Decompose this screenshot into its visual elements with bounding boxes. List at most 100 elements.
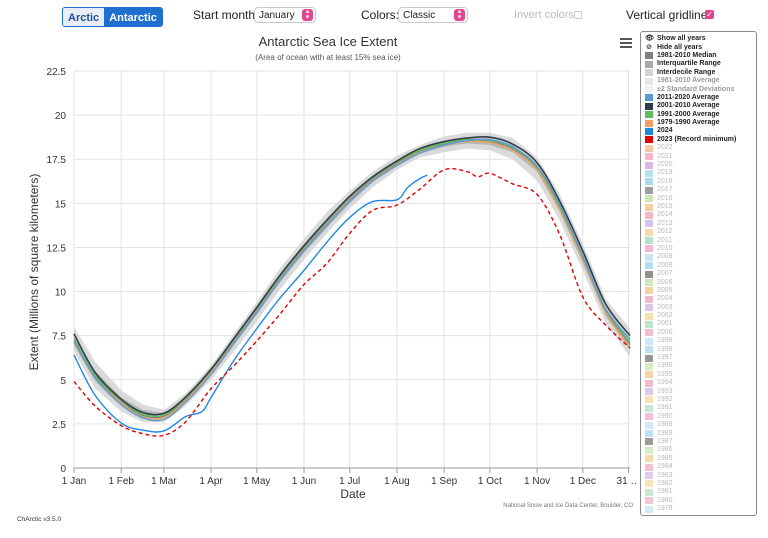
legend-item[interactable]: 1980 bbox=[645, 496, 752, 505]
colors-select[interactable]: Classic ▴ ▾ bbox=[398, 7, 468, 23]
legend-item[interactable]: 2012 bbox=[645, 228, 752, 236]
legend-item[interactable]: 1990 bbox=[645, 413, 752, 421]
legend-item-label: 1991-2000 Average bbox=[657, 110, 720, 118]
colors-value: Classic bbox=[403, 10, 436, 21]
legend-item[interactable]: 2018 bbox=[645, 178, 752, 186]
legend-item[interactable]: 1987 bbox=[645, 438, 752, 446]
legend-item[interactable]: 2007 bbox=[645, 270, 752, 278]
legend-item[interactable]: 1983 bbox=[645, 471, 752, 479]
legend-item[interactable]: 1979-1990 Average bbox=[645, 119, 752, 127]
start-month-select[interactable]: January ▴ ▾ bbox=[254, 7, 316, 23]
legend-item[interactable]: 1996 bbox=[645, 362, 752, 370]
legend-item[interactable]: 2014 bbox=[645, 211, 752, 219]
legend-item[interactable]: 1992 bbox=[645, 396, 752, 404]
legend-item-label: 2009 bbox=[657, 253, 673, 261]
y-tick-label: 17.5 bbox=[47, 155, 67, 166]
hamburger-menu-icon[interactable] bbox=[620, 38, 632, 48]
legend-swatch bbox=[645, 203, 653, 211]
x-tick-label: 1 Jul bbox=[339, 476, 360, 487]
legend-item[interactable]: 1979 bbox=[645, 505, 752, 513]
legend-item[interactable]: 2017 bbox=[645, 186, 752, 194]
antarctic-button[interactable]: Antarctic bbox=[104, 8, 162, 26]
legend-item[interactable]: 1981 bbox=[645, 488, 752, 496]
legend-item[interactable]: 1984 bbox=[645, 463, 752, 471]
legend-item[interactable]: 1995 bbox=[645, 371, 752, 379]
legend-item-label: 1981-2010 Average bbox=[657, 77, 720, 85]
legend-item[interactable]: 2021 bbox=[645, 152, 752, 161]
legend-item[interactable]: Interquartile Range bbox=[645, 60, 752, 68]
legend-item-label: 2004 bbox=[657, 295, 673, 303]
hide-all-years-button[interactable]: ⊘ Hide all years bbox=[645, 43, 752, 51]
legend-item-label: 2002 bbox=[657, 312, 673, 320]
legend-item[interactable]: 2010 bbox=[645, 245, 752, 253]
legend-swatch bbox=[645, 295, 653, 303]
legend-item[interactable]: 1989 bbox=[645, 421, 752, 429]
legend-item-label: 2010 bbox=[657, 244, 673, 252]
legend-swatch bbox=[645, 396, 653, 404]
start-month-value: January bbox=[259, 10, 295, 21]
legend-item[interactable]: 2024 bbox=[645, 127, 752, 135]
legend-swatch bbox=[645, 329, 653, 337]
legend-item[interactable]: 1981-2010 Average bbox=[645, 77, 752, 85]
legend-item[interactable]: 1998 bbox=[645, 345, 752, 354]
legend-item-label: 2013 bbox=[657, 219, 673, 227]
legend-item-label: 2021 bbox=[657, 152, 673, 160]
legend-swatch bbox=[645, 69, 653, 77]
legend-item[interactable]: 1999 bbox=[645, 337, 752, 345]
legend-item[interactable]: 1985 bbox=[645, 455, 752, 463]
legend-item[interactable]: 2022 bbox=[645, 144, 752, 152]
y-tick-label: 2.5 bbox=[52, 420, 66, 431]
vertical-gridlines-checkbox[interactable]: ✓ bbox=[705, 10, 714, 19]
legend-item[interactable]: 1993 bbox=[645, 387, 752, 396]
legend-item[interactable]: 2001-2010 Average bbox=[645, 102, 752, 110]
legend-item-label: 2017 bbox=[657, 186, 673, 194]
vertical-gridlines-label: Vertical gridlines bbox=[626, 8, 714, 22]
legend-item[interactable]: 1994 bbox=[645, 379, 752, 387]
legend-item[interactable]: 2011-2020 Average bbox=[645, 94, 752, 102]
legend-item[interactable]: 2003 bbox=[645, 304, 752, 312]
arctic-button[interactable]: Arctic bbox=[63, 8, 105, 26]
legend-swatch bbox=[645, 413, 653, 421]
legend-item[interactable]: 2008 bbox=[645, 262, 752, 270]
legend-item[interactable]: Interdecile Range bbox=[645, 69, 752, 77]
legend-item[interactable]: 2005 bbox=[645, 287, 752, 295]
legend-item-label: Interdecile Range bbox=[657, 68, 716, 76]
legend-item-label: 2018 bbox=[657, 177, 673, 185]
legend-item[interactable]: 2023 (Record minimum) bbox=[645, 136, 752, 144]
x-tick-label: 1 Sep bbox=[431, 476, 458, 487]
legend-swatch bbox=[645, 337, 653, 345]
legend-item[interactable]: 2004 bbox=[645, 295, 752, 303]
legend-swatch bbox=[645, 144, 653, 152]
show-all-years-button[interactable]: 👁 Show all years bbox=[645, 35, 752, 43]
legend-item[interactable]: 2011 bbox=[645, 236, 752, 245]
legend-item[interactable]: 1991-2000 Average bbox=[645, 111, 752, 119]
legend-item-label: 2011 bbox=[657, 236, 673, 244]
invert-colors-checkbox[interactable] bbox=[574, 11, 582, 19]
legend-item[interactable]: 2019 bbox=[645, 169, 752, 177]
legend-item[interactable]: 2006 bbox=[645, 278, 752, 287]
legend-item[interactable]: 2020 bbox=[645, 161, 752, 169]
legend-swatch bbox=[645, 388, 653, 396]
legend-item[interactable]: 2000 bbox=[645, 329, 752, 337]
legend-item[interactable]: 2001 bbox=[645, 320, 752, 328]
legend-item[interactable]: ±2 Standard Deviations bbox=[645, 85, 752, 94]
legend-item-label: 1991 bbox=[657, 404, 673, 412]
show-all-label: Show all years bbox=[657, 35, 706, 43]
x-tick-label: 1 Dec bbox=[570, 476, 596, 487]
legend-item[interactable]: 2013 bbox=[645, 220, 752, 228]
legend-swatch bbox=[645, 472, 653, 479]
legend-item[interactable]: 1981-2010 Median bbox=[645, 52, 752, 60]
legend-item-label: 2022 bbox=[657, 144, 673, 152]
legend-item[interactable]: 1988 bbox=[645, 429, 752, 438]
legend-item[interactable]: 1986 bbox=[645, 446, 752, 454]
legend-item[interactable]: 2002 bbox=[645, 312, 752, 320]
legend-item[interactable]: 1982 bbox=[645, 480, 752, 488]
legend-item-label: Interquartile Range bbox=[657, 60, 721, 68]
legend-swatch bbox=[645, 220, 653, 228]
legend-panel: 👁 Show all years ⊘ Hide all years 1981-2… bbox=[640, 31, 757, 516]
legend-item[interactable]: 1997 bbox=[645, 354, 752, 362]
legend-item[interactable]: 2015 bbox=[645, 203, 752, 211]
legend-item[interactable]: 1991 bbox=[645, 404, 752, 412]
legend-item[interactable]: 2009 bbox=[645, 253, 752, 261]
legend-item[interactable]: 2016 bbox=[645, 194, 752, 203]
